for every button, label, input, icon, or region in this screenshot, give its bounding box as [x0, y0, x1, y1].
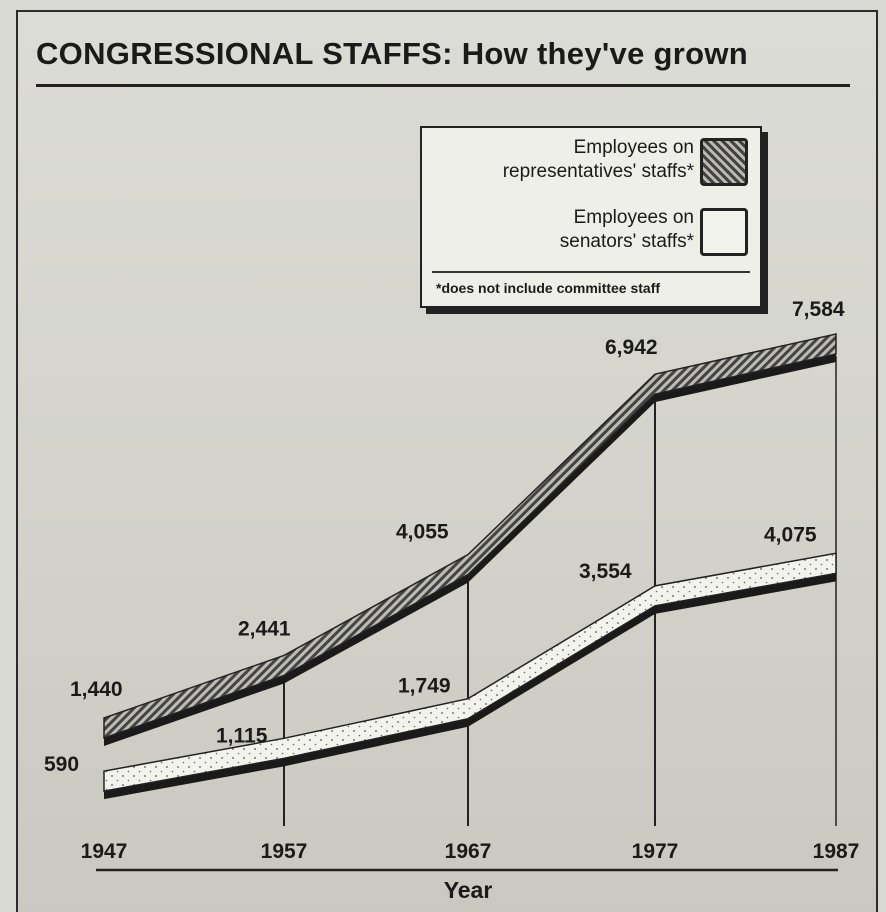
data-label-rep-1947: 1,440: [70, 678, 123, 701]
legend-sen-label: Employees on senators' staffs*: [560, 206, 694, 254]
legend: Employees on representatives' staffs* Em…: [420, 126, 762, 308]
title-rule: [36, 84, 850, 87]
legend-rep-label: Employees on representatives' staffs*: [503, 136, 694, 184]
x-tick-1987: 1987: [813, 840, 860, 863]
legend-sen-swatch: [700, 208, 748, 256]
x-tick-1957: 1957: [261, 840, 308, 863]
x-axis: 1947 1957 1967 1977 1987 Year: [81, 840, 860, 903]
chart-title: CONGRESSIONAL STAFFS: How they've grown: [36, 36, 749, 71]
data-label-sen-1947: 590: [44, 753, 79, 776]
x-axis-title: Year: [444, 877, 493, 903]
x-tick-1967: 1967: [445, 840, 492, 863]
series-band-senators: [103, 552, 837, 793]
legend-sen-line1: Employees on: [573, 207, 694, 228]
data-label-sen-1987: 4,075: [764, 523, 817, 546]
legend-rep-line2: representatives' staffs*: [502, 161, 694, 182]
data-label-rep-1967: 4,055: [396, 521, 449, 544]
legend-divider: [432, 271, 750, 273]
data-labels: 1,440 2,441 4,055 6,942 7,584 590 1,115 1,749 3,…: [44, 298, 845, 776]
data-label-rep-1957: 2,441: [238, 617, 291, 640]
legend-rep-swatch: [700, 138, 748, 186]
legend-rep-line1: Employees on: [573, 137, 694, 158]
legend-sen-line2: senators' staffs*: [559, 231, 694, 252]
x-tick-1977: 1977: [632, 840, 679, 863]
series-band-representatives: [103, 333, 837, 740]
data-label-sen-1977: 3,554: [579, 560, 632, 583]
legend-footnote: *does not include committee staff: [436, 280, 661, 296]
data-label-sen-1967: 1,749: [398, 675, 451, 698]
x-tick-1947: 1947: [81, 840, 128, 863]
data-label-rep-1977: 6,942: [605, 336, 658, 359]
data-label-rep-1987: 7,584: [792, 298, 845, 321]
series-bands: [103, 333, 837, 800]
data-label-sen-1957: 1,115: [216, 724, 268, 747]
